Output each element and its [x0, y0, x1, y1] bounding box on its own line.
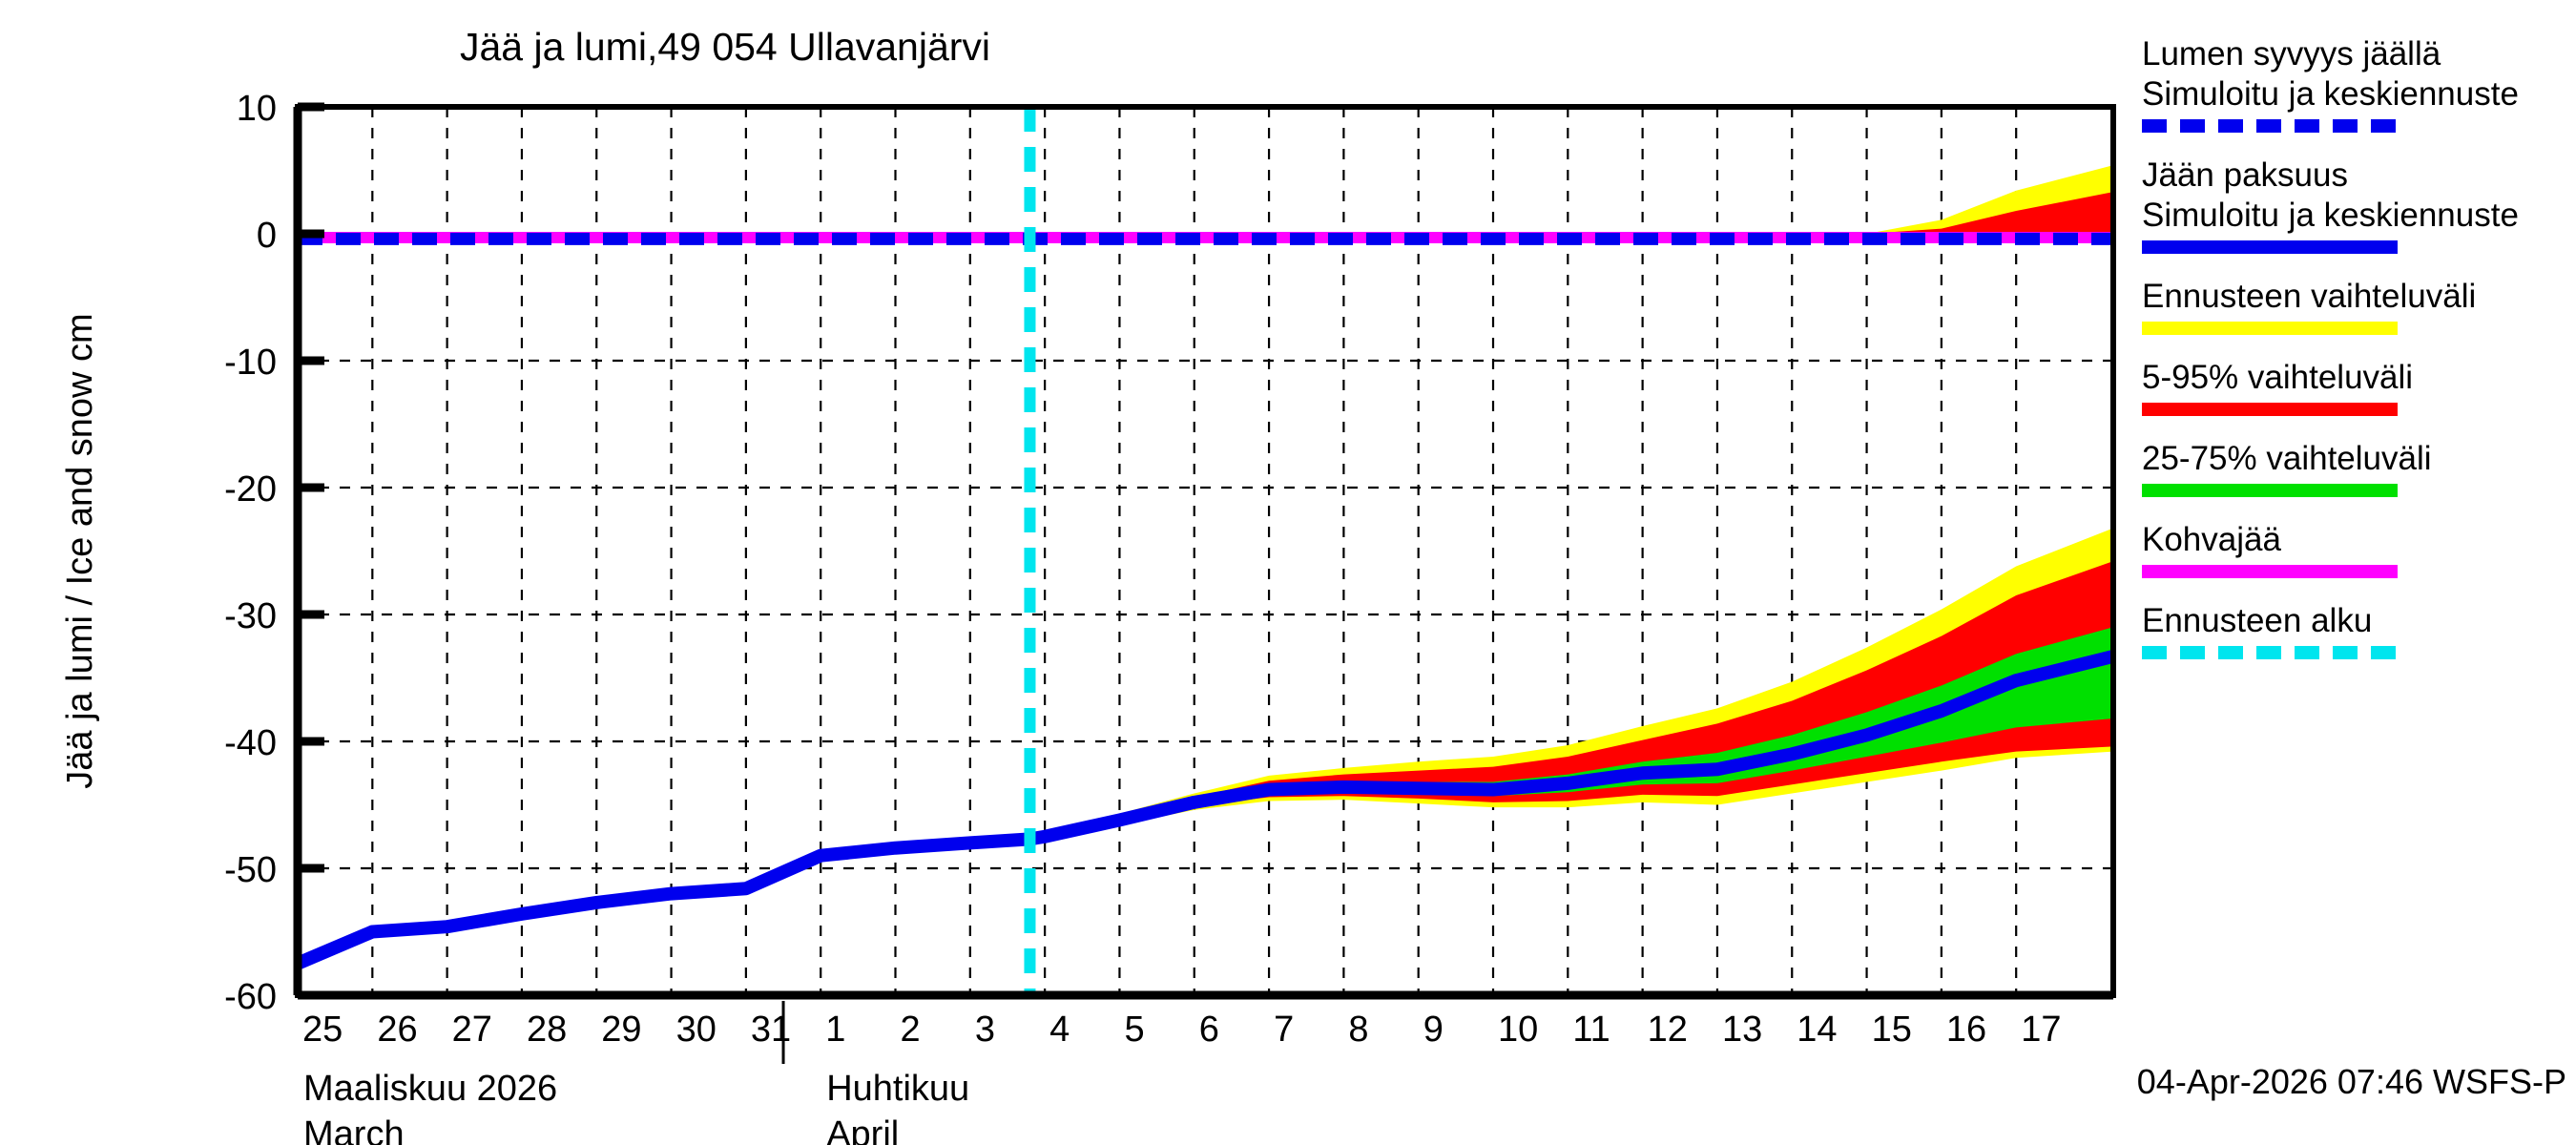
- x-axis-tick-label: 8: [1348, 1010, 1368, 1050]
- x-axis-tick-label: 3: [975, 1010, 995, 1050]
- y-axis-tick-label: -40: [224, 723, 277, 763]
- x-axis-tick-label: 27: [452, 1010, 492, 1050]
- plot-background: [298, 107, 2113, 995]
- legend-heading-3: 5-95% vaihteluväli: [2142, 359, 2413, 396]
- legend-heading-4: 25-75% vaihteluväli: [2142, 440, 2432, 477]
- legend-subheading-0: Simuloitu ja keskiennuste: [2142, 75, 2519, 113]
- month-label-en: April: [826, 1114, 899, 1145]
- x-axis-tick-label: 13: [1722, 1010, 1762, 1050]
- x-axis-tick-label: 10: [1498, 1010, 1538, 1050]
- x-axis-tick-label: 7: [1274, 1010, 1294, 1050]
- footer-timestamp: 04-Apr-2026 07:46 WSFS-P: [2137, 1062, 2566, 1101]
- month-label-en: March: [303, 1114, 405, 1145]
- month-label-fi: Huhtikuu: [826, 1069, 969, 1109]
- x-axis-tick-label: 30: [676, 1010, 717, 1050]
- y-axis-tick-label: 0: [257, 216, 277, 256]
- ice-thickness-mean-line: [295, 650, 2115, 970]
- y-axis-tick-label: -30: [224, 596, 277, 636]
- legend-heading-6: Ennusteen alku: [2142, 602, 2372, 639]
- x-axis-tick-label: 12: [1648, 1010, 1688, 1050]
- y-axis-tick-label: -20: [224, 469, 277, 510]
- legend-heading-2: Ennusteen vaihteluväli: [2142, 278, 2476, 315]
- x-axis-tick-label: 28: [527, 1010, 567, 1050]
- forecast-band-ice: [1029, 561, 2113, 841]
- x-axis-tick-label: 15: [1872, 1010, 1912, 1050]
- x-axis-tick-label: 31: [751, 1010, 791, 1050]
- y-axis-tick-label: -50: [224, 850, 277, 890]
- x-axis-tick-label: 1: [825, 1010, 845, 1050]
- x-axis-tick-label: 26: [377, 1010, 417, 1050]
- x-axis-tick-label: 4: [1049, 1010, 1070, 1050]
- x-axis-tick-label: 6: [1199, 1010, 1219, 1050]
- y-axis-tick-label: -60: [224, 977, 277, 1017]
- y-axis-tick-label: -10: [224, 343, 277, 383]
- x-axis-tick-label: 11: [1572, 1010, 1610, 1050]
- month-label-fi: Maaliskuu 2026: [303, 1069, 557, 1109]
- x-axis-tick-label: 25: [302, 1010, 343, 1050]
- legend-heading-1: Jään paksuus: [2142, 156, 2348, 194]
- x-axis-tick-label: 29: [601, 1010, 641, 1050]
- page-title: Jää ja lumi,49 054 Ullavanjärvi: [459, 25, 991, 69]
- x-axis-tick-label: 16: [1946, 1010, 1986, 1050]
- y-axis-title: Jää ja lumi / Ice and snow cm: [60, 313, 100, 788]
- legend-subheading-1: Simuloitu ja keskiennuste: [2142, 197, 2519, 234]
- x-axis-tick-label: 5: [1124, 1010, 1144, 1050]
- legend-heading-5: Kohvajää: [2142, 521, 2281, 558]
- x-axis-tick-label: 14: [1797, 1010, 1837, 1050]
- y-axis-tick-label: 10: [237, 89, 277, 129]
- x-axis-tick-label: 2: [901, 1010, 921, 1050]
- x-axis-tick-label: 17: [2021, 1010, 2061, 1050]
- x-axis-tick-label: 9: [1423, 1010, 1444, 1050]
- legend-heading-0: Lumen syvyys jäällä: [2142, 35, 2441, 73]
